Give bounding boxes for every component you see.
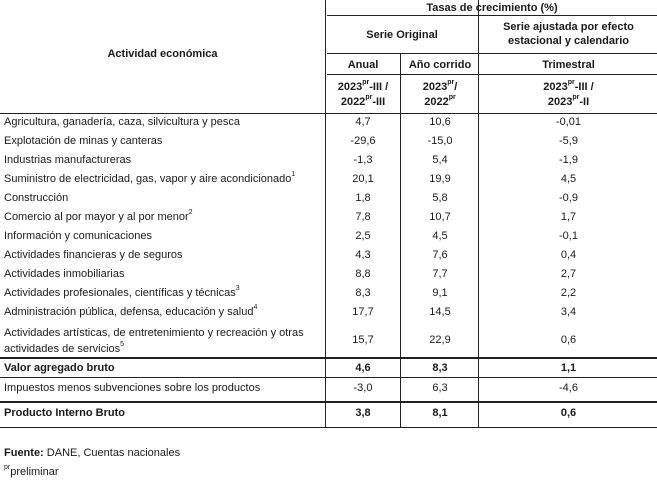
footnote-marker: 1	[291, 171, 296, 179]
ano-corrido-value: 22,9	[429, 334, 451, 346]
table-row-label: Información y comunicaciones	[4, 230, 152, 242]
anual-value: 4,6	[355, 362, 371, 374]
growth-rates-title: Tasas de crecimiento (%)	[426, 2, 558, 14]
column-separator	[478, 0, 479, 428]
serie-ajustada-header: Serie ajustada por efecto estacional y c…	[503, 21, 634, 47]
table-row-label: Construcción	[4, 192, 69, 204]
trimestral-value: 1,7	[560, 211, 577, 223]
trimestral-value: -1,9	[559, 154, 578, 166]
table-bottom-rule	[0, 427, 657, 428]
serie-original-header: Serie Original	[366, 29, 438, 41]
period-ano-corrido: 2023pr/ 2022pr	[422, 79, 458, 108]
ano-corrido-value: 9,1	[432, 287, 448, 299]
ano-corrido-value: 8,1	[432, 407, 448, 419]
anual-value: 8,3	[355, 287, 371, 299]
period-anual: 2023pr-III / 2022pr-III	[337, 79, 389, 108]
anual-value: -29,6	[350, 135, 376, 147]
column-separator	[400, 54, 401, 428]
trimestral-value: -5,9	[559, 135, 578, 147]
anual-value: -1,3	[353, 154, 373, 166]
trimestral-value: 0,6	[560, 334, 577, 346]
pib-label: Producto Interno Bruto	[4, 407, 125, 419]
ano-corrido-value: 4,5	[432, 230, 448, 242]
footnote-marker: 4	[253, 304, 258, 312]
ano-corrido-value: 10,6	[429, 116, 451, 128]
anual-value: 20,1	[352, 173, 374, 185]
source-note: Fuente: DANE, Cuentas nacionales	[4, 447, 181, 459]
impuestos-label: Impuestos menos subvenciones sobre los p…	[4, 382, 261, 394]
ano-corrido-value: 14,5	[429, 306, 451, 318]
trimestral-value: 0,6	[560, 407, 577, 419]
ano-corrido-value: 7,7	[432, 268, 448, 280]
ano-corrido-value: 5,8	[432, 192, 448, 204]
table-row-label: Industrias manufactureras	[4, 154, 132, 166]
trimestral-value: 2,7	[560, 268, 577, 280]
anual-value: 2,5	[355, 230, 371, 242]
anual-value: 17,7	[352, 306, 374, 318]
trimestral-value: -0,9	[559, 192, 578, 204]
ano-corrido-value: 8,3	[432, 362, 448, 374]
table-row-label: Agricultura, ganadería, caza, silvicultu…	[4, 116, 241, 128]
header-divider	[327, 53, 657, 54]
anual-value: 4,3	[355, 249, 371, 261]
header-divider	[327, 74, 657, 75]
activity-column-header: Actividad económica	[107, 48, 218, 60]
trimestral-value: 0,4	[560, 249, 577, 261]
anual-value: 3,8	[355, 407, 371, 419]
header-divider	[327, 15, 657, 16]
table-row-label: Administración pública, defensa, educaci…	[4, 304, 258, 318]
trimestral-header: Trimestral	[542, 59, 595, 71]
table-rule	[0, 377, 657, 378]
valor-agregado-label: Valor agregado bruto	[4, 362, 115, 374]
preliminary-note: prpreliminar	[4, 464, 59, 478]
ano-corrido-value: 7,6	[432, 249, 448, 261]
anual-value: 8,8	[355, 268, 371, 280]
footnote-marker: 3	[235, 285, 240, 293]
table-rule	[0, 401, 657, 403]
trimestral-value: 4,5	[560, 173, 577, 185]
trimestral-value: 2,2	[560, 287, 577, 299]
table-row-label: Actividades artísticas, de entretenimien…	[4, 327, 304, 355]
trimestral-value: -0,01	[555, 116, 582, 128]
anual-value: 15,7	[352, 334, 374, 346]
table-rule	[0, 357, 657, 359]
table-row-label: Comercio al por mayor y al por menor2	[4, 209, 193, 223]
trimestral-value: 3,4	[560, 306, 577, 318]
anual-value: 1,8	[355, 192, 371, 204]
anual-value: 7,8	[355, 211, 371, 223]
trimestral-value: -0,1	[559, 230, 578, 242]
ano-corrido-value: -15,0	[427, 135, 453, 147]
anual-value: -3,0	[353, 382, 373, 394]
ano-corrido-value: 5,4	[432, 154, 448, 166]
footnote-marker: 2	[188, 209, 193, 217]
table-row-label: Actividades financieras y de seguros	[4, 249, 183, 261]
table-header-bottom-rule	[0, 113, 657, 114]
table-row-label: Suministro de electricidad, gas, vapor y…	[4, 171, 296, 185]
anual-value: 4,7	[355, 116, 371, 128]
anual-header: Anual	[347, 59, 379, 71]
ano-corrido-header: Año corrido	[408, 59, 472, 71]
column-separator	[325, 0, 326, 428]
ano-corrido-value: 6,3	[432, 382, 448, 394]
trimestral-value: -4,6	[559, 382, 578, 394]
period-trimestral: 2023pr-III / 2023pr-II	[543, 79, 594, 108]
ano-corrido-value: 19,9	[429, 173, 451, 185]
table-row-label: Actividades profesionales, científicas y…	[4, 285, 240, 299]
ano-corrido-value: 10,7	[429, 211, 451, 223]
table-row-label: Explotación de minas y canteras	[4, 135, 163, 147]
table-row-label: Actividades inmobiliarias	[4, 268, 125, 280]
trimestral-value: 1,1	[560, 362, 577, 374]
